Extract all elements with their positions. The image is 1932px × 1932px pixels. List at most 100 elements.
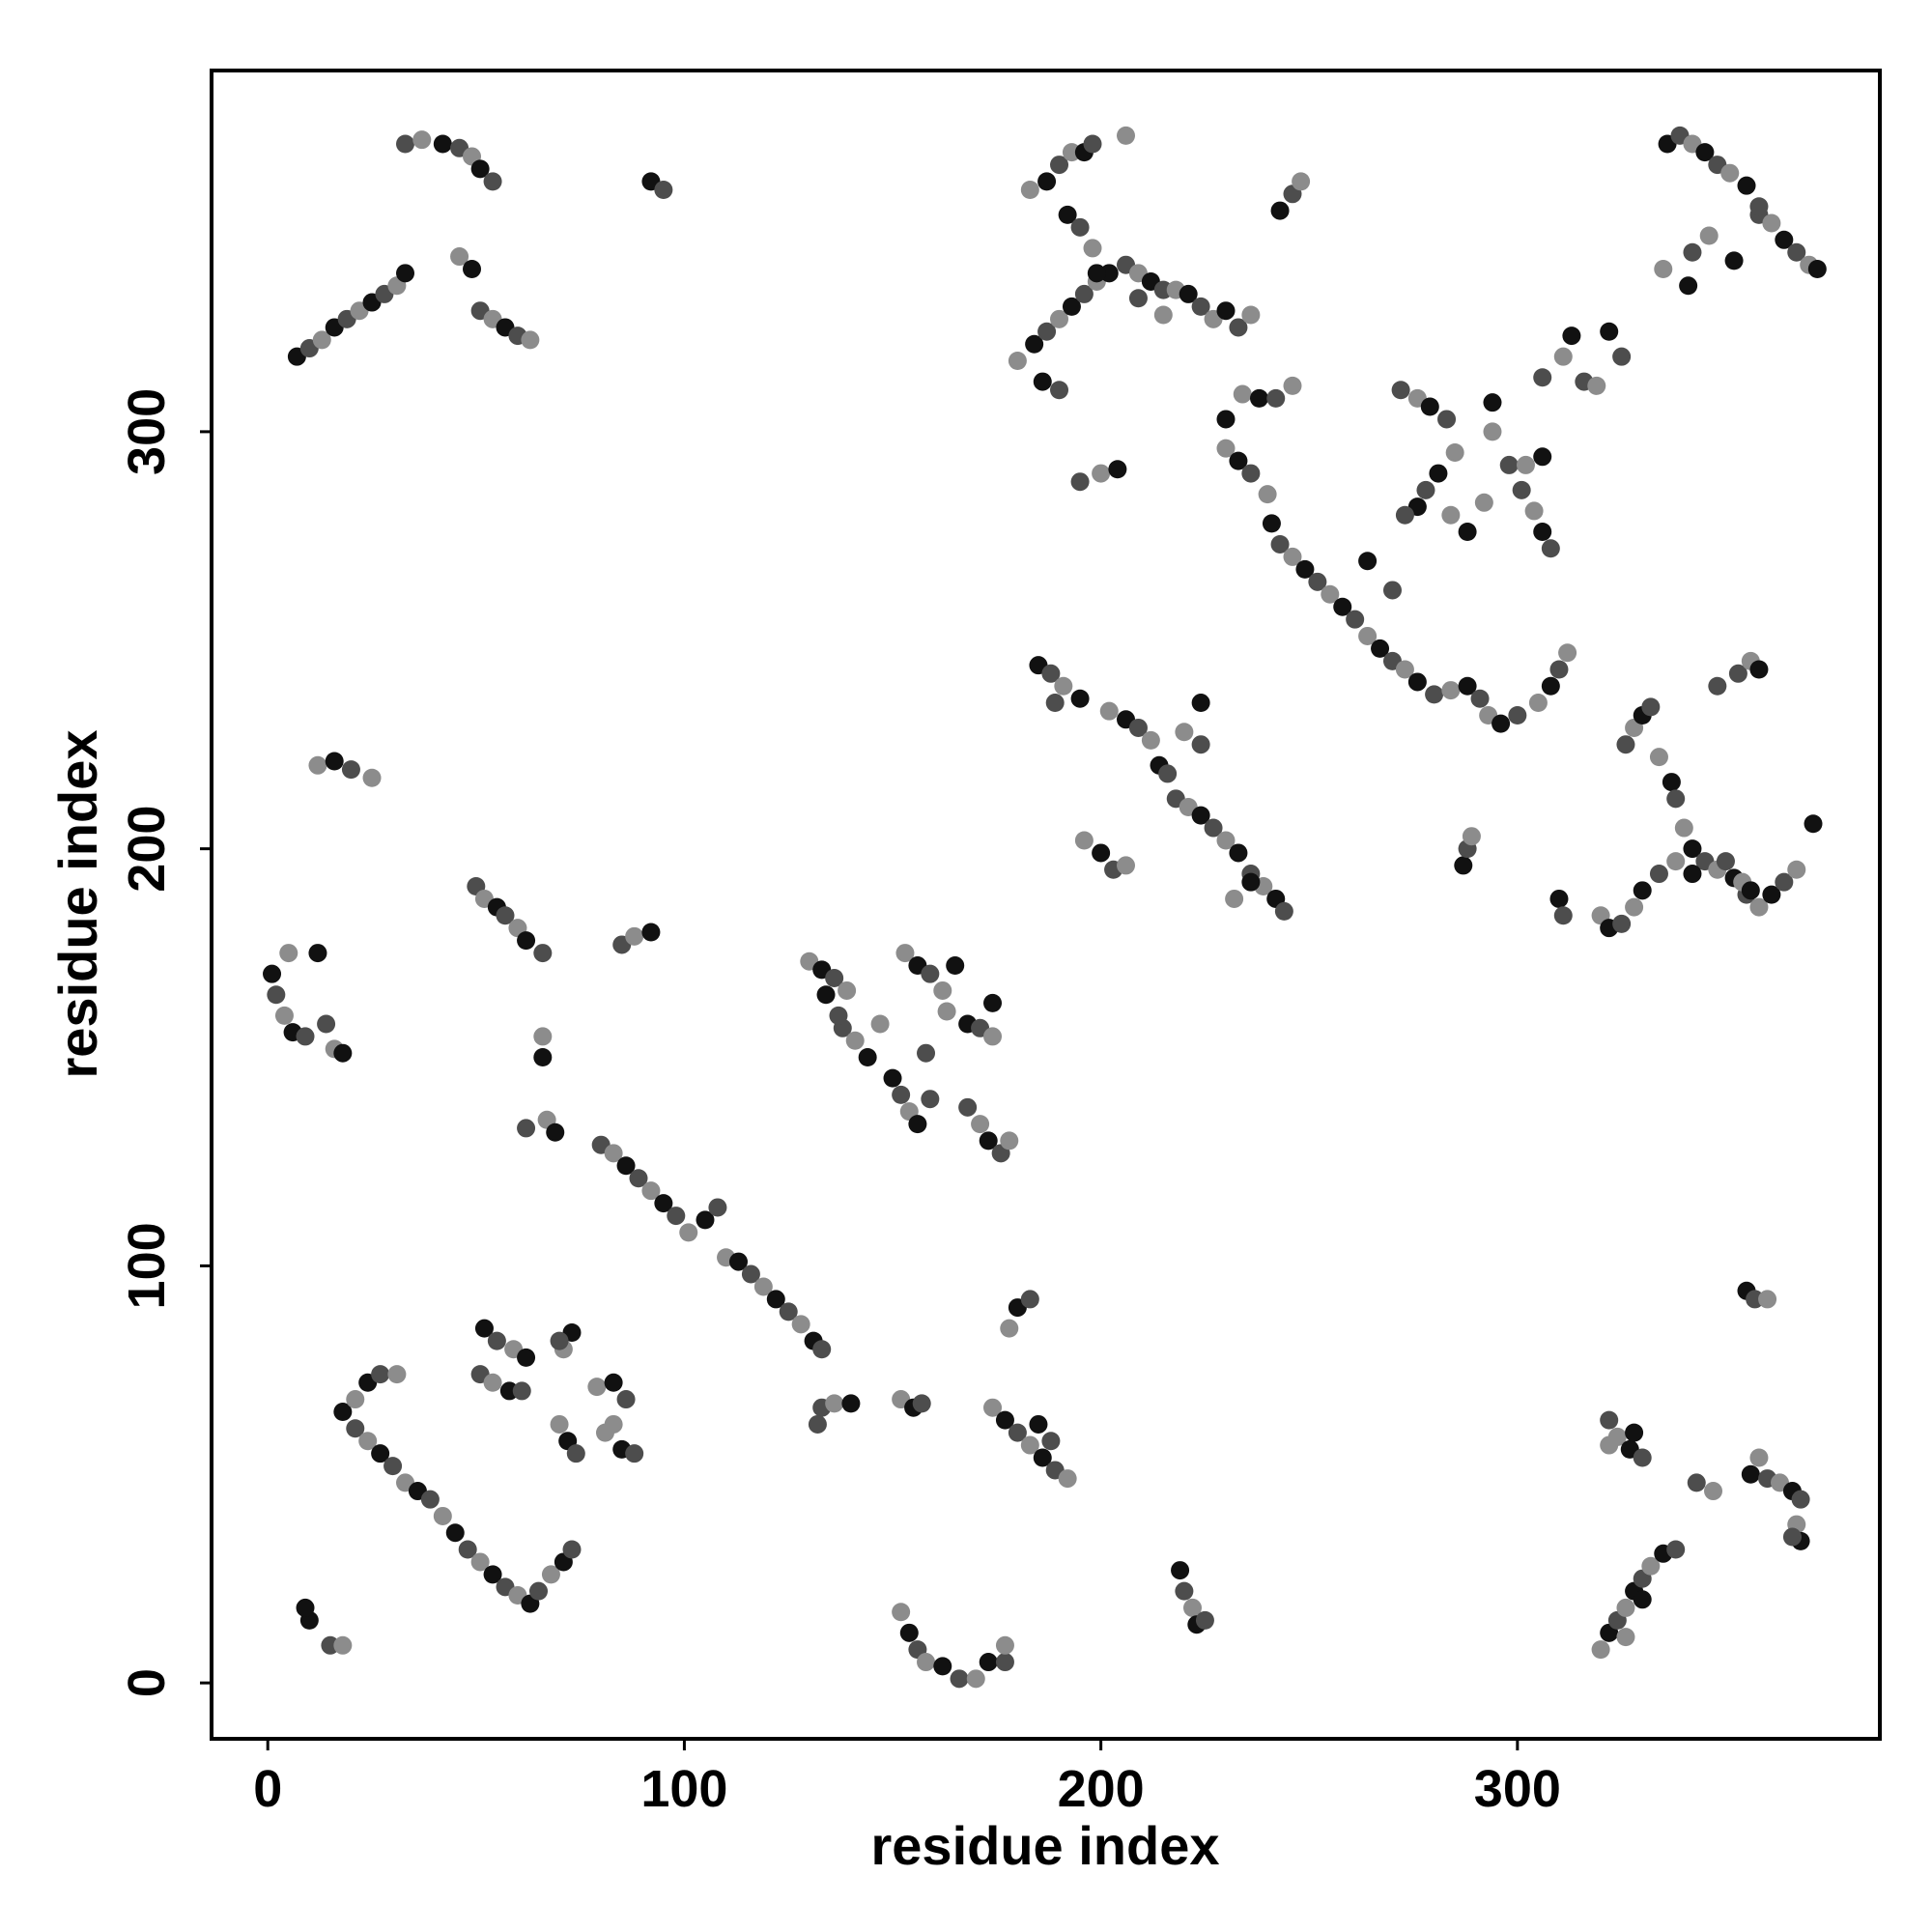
point: [1175, 1581, 1194, 1601]
point: [1195, 1610, 1214, 1630]
point: [1179, 284, 1198, 303]
y-axis-title: residue index: [47, 729, 108, 1078]
point: [1749, 197, 1769, 216]
point: [1633, 881, 1652, 900]
point: [1358, 552, 1378, 571]
point: [1270, 201, 1290, 220]
point: [1562, 327, 1581, 346]
point: [1070, 217, 1090, 237]
point: [1083, 134, 1102, 154]
point: [1625, 897, 1644, 917]
point: [1458, 523, 1477, 542]
point: [1470, 689, 1490, 708]
point: [966, 1669, 985, 1689]
point: [308, 755, 327, 775]
point: [483, 1373, 502, 1392]
point: [1175, 723, 1194, 742]
point: [458, 1540, 477, 1559]
point: [908, 1115, 927, 1134]
point: [1070, 472, 1090, 492]
point: [883, 1068, 902, 1088]
y-tick-label: 100: [118, 1222, 176, 1309]
point: [1749, 660, 1769, 679]
point: [1741, 1464, 1760, 1484]
point: [933, 1657, 952, 1676]
x-tick-label: 300: [1474, 1760, 1561, 1818]
point: [517, 1119, 536, 1138]
point: [474, 1319, 494, 1338]
point: [1041, 1432, 1061, 1451]
point: [1587, 376, 1606, 395]
point: [445, 1523, 465, 1543]
point: [587, 1378, 607, 1397]
point: [1191, 806, 1210, 825]
point: [1762, 885, 1781, 904]
point: [604, 1373, 623, 1392]
point: [1641, 697, 1661, 717]
point: [983, 1027, 1003, 1046]
point: [950, 1669, 969, 1689]
point: [946, 956, 965, 976]
point: [1775, 230, 1794, 249]
point: [1058, 205, 1077, 224]
point: [892, 1085, 911, 1104]
point: [1321, 584, 1340, 604]
point: [1807, 260, 1827, 279]
point: [1649, 748, 1668, 767]
point: [529, 1581, 549, 1601]
point: [1528, 694, 1548, 713]
point: [1787, 860, 1806, 879]
point: [296, 1598, 315, 1617]
point: [696, 1210, 715, 1230]
point: [1158, 764, 1178, 783]
point: [641, 1181, 661, 1201]
point: [1420, 397, 1439, 416]
point: [1292, 172, 1311, 191]
point: [766, 1290, 785, 1309]
point: [312, 330, 331, 350]
point: [1083, 239, 1102, 258]
x-tick-label: 200: [1058, 1760, 1145, 1818]
point: [1117, 856, 1136, 875]
point: [487, 1331, 506, 1350]
y-tick-label: 300: [118, 388, 176, 475]
point: [1524, 501, 1544, 521]
point: [1183, 1598, 1203, 1617]
point: [1687, 1473, 1706, 1492]
point: [1758, 1290, 1777, 1309]
point: [412, 130, 432, 150]
point: [1683, 242, 1702, 262]
point: [1233, 384, 1252, 404]
point: [1270, 534, 1290, 554]
point: [1008, 351, 1027, 370]
point: [1346, 610, 1365, 629]
point: [1699, 226, 1719, 245]
point: [933, 980, 952, 1000]
point: [562, 1540, 582, 1559]
point: [654, 1194, 673, 1213]
point: [1549, 660, 1569, 679]
point: [1000, 1131, 1019, 1151]
point: [1616, 1628, 1635, 1647]
point: [1654, 260, 1673, 279]
point: [550, 1331, 569, 1350]
point: [1679, 276, 1698, 296]
point: [1037, 322, 1057, 341]
point: [396, 134, 415, 154]
point: [1308, 572, 1327, 591]
point: [1492, 714, 1511, 733]
point: [937, 1002, 956, 1021]
point: [616, 1156, 636, 1176]
point: [541, 1565, 560, 1584]
x-axis-title: residue index: [870, 1815, 1219, 1876]
point: [1128, 718, 1148, 737]
point: [779, 1302, 798, 1321]
point: [1241, 464, 1261, 483]
point: [1787, 242, 1806, 262]
point: [470, 159, 490, 179]
point: [1229, 451, 1248, 470]
point: [433, 134, 452, 154]
point: [517, 1348, 536, 1367]
point: [1458, 676, 1477, 696]
